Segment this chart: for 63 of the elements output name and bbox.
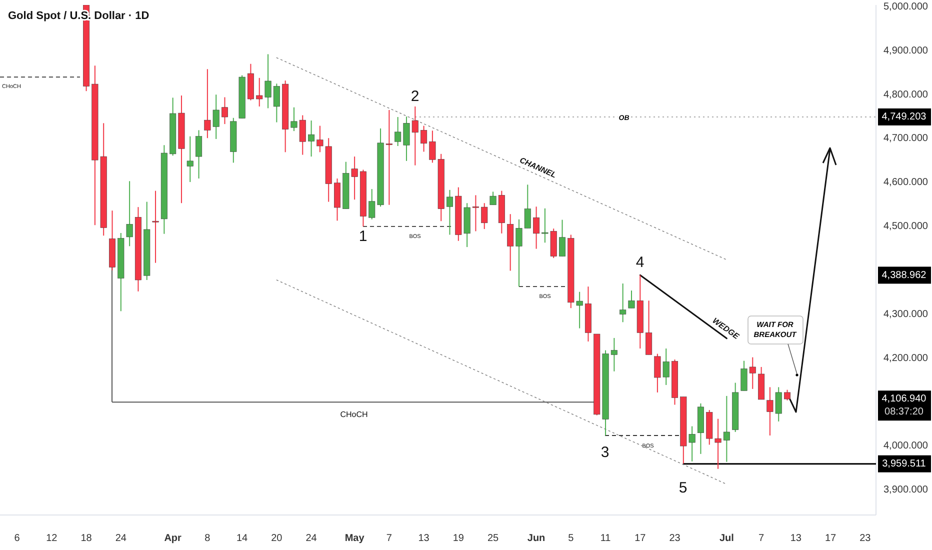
ref-line-label: CHoCH: [340, 410, 368, 420]
candlestick: [533, 206, 540, 250]
x-tick-label: 18: [80, 533, 92, 544]
x-tick-label: 24: [306, 533, 318, 544]
annotation: 2: [410, 88, 420, 105]
x-tick-label: May: [344, 533, 365, 544]
x-tick-label: 6: [14, 533, 20, 544]
y-tick-label: 4,000.000: [884, 440, 928, 452]
candlestick: [386, 109, 392, 206]
x-tick-label: 23: [860, 533, 872, 544]
x-tick-label: 24: [115, 533, 127, 544]
annotation: 1: [358, 228, 368, 245]
x-tick-label: 7: [386, 533, 392, 544]
x-tick-label: 13: [418, 533, 430, 544]
candlestick: [222, 96, 228, 125]
y-tick-label: 4,600.000: [884, 177, 928, 188]
x-tick-label: 8: [204, 533, 211, 544]
candlestick: [420, 125, 428, 152]
candlestick: [308, 120, 315, 158]
text: 4,388.962: [882, 270, 927, 281]
candlestick: [620, 283, 626, 323]
x-tick-label: 19: [452, 533, 464, 544]
y-tick-label: 4,500.000: [884, 221, 928, 232]
candlestick: [559, 219, 566, 257]
x-tick-label: Jun: [527, 533, 546, 544]
x-tick-label: 17: [824, 533, 837, 544]
x-tick-label: 7: [758, 533, 765, 544]
x-tick-label: 14: [236, 533, 248, 544]
y-tick-label: 4,900.000: [884, 45, 928, 56]
candlestick: [723, 395, 730, 462]
y-tick-label: 3,900.000: [884, 484, 928, 496]
x-tick-label: 11: [600, 533, 612, 544]
x-tick-label: 13: [790, 533, 802, 544]
x-tick-label: 25: [487, 533, 500, 544]
candlestick: [472, 194, 479, 232]
y-tick-label: 4,800.000: [884, 89, 928, 100]
x-tick-label: 5: [568, 533, 574, 544]
y-tick-label: 4,200.000: [884, 352, 928, 364]
candlestick: [481, 202, 488, 230]
candlestick: [610, 337, 618, 372]
text: 08:37:20: [884, 406, 924, 418]
candlestick: [152, 190, 159, 264]
x-tick-label: 23: [669, 533, 681, 544]
text: 4,106.940: [882, 394, 927, 405]
candlestick: [784, 389, 791, 401]
annotation: 3: [600, 444, 610, 461]
ref-line-label: 4,749.203: [882, 112, 927, 123]
y-tick-label: 4,700.000: [884, 133, 928, 144]
annotation: 5: [678, 480, 688, 497]
x-tick-label: Jul: [719, 533, 734, 544]
annotation: 4: [636, 254, 644, 272]
x-tick-label: Apr: [164, 533, 182, 544]
candlestick: [186, 136, 194, 183]
y-tick-label: 5,000.000: [884, 1, 928, 12]
x-tick-label: 12: [46, 533, 58, 544]
candlestick: [126, 180, 133, 247]
candlestick: [196, 130, 202, 180]
x-tick-label: 17: [634, 533, 646, 544]
y-tick-label: 4,300.000: [884, 308, 928, 320]
candlestick: [490, 191, 496, 206]
ref-line-label: 3,959.511: [882, 458, 926, 470]
x-tick-label: 20: [271, 533, 283, 544]
candlestick: [646, 300, 652, 356]
